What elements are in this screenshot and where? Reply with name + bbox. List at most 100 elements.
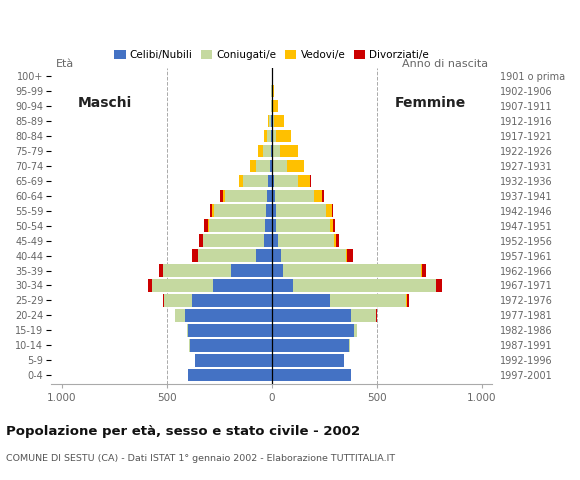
Bar (159, 264, 271, 276)
Bar (271, 219, 333, 232)
Bar (271, 204, 327, 217)
Bar (271, 250, 353, 262)
Bar (271, 339, 350, 351)
Bar (271, 294, 406, 307)
Bar (265, 219, 271, 232)
Text: Popolazione per età, sesso e stato civile - 2002: Popolazione per età, sesso e stato civil… (6, 425, 360, 438)
Bar (238, 175, 271, 187)
Bar (271, 144, 298, 157)
Bar (271, 234, 339, 247)
Bar (226, 190, 271, 202)
Bar (231, 264, 271, 276)
Bar (271, 250, 347, 262)
Bar (164, 294, 271, 307)
Bar (271, 100, 278, 112)
Bar (271, 354, 344, 367)
Bar (271, 309, 376, 322)
Bar (269, 175, 271, 187)
Bar (210, 204, 271, 217)
Bar (271, 175, 311, 187)
Bar (152, 279, 271, 292)
Bar (258, 144, 271, 157)
Bar (204, 234, 271, 247)
Bar (271, 204, 333, 217)
Bar (271, 144, 281, 157)
Bar (271, 159, 287, 172)
Bar (220, 190, 271, 202)
Bar (187, 324, 271, 336)
Bar (271, 204, 332, 217)
Text: Femmine: Femmine (394, 96, 466, 110)
Text: COMUNE DI SESTU (CA) - Dati ISTAT 1° gennaio 2002 - Elaborazione TUTTITALIA.IT: COMUNE DI SESTU (CA) - Dati ISTAT 1° gen… (6, 454, 395, 463)
Bar (271, 324, 357, 336)
Bar (271, 144, 273, 157)
Bar (175, 309, 271, 322)
Bar (271, 279, 293, 292)
Legend: Celibi/Nubili, Coniugati/e, Vedovi/e, Divorziati/e: Celibi/Nubili, Coniugati/e, Vedovi/e, Di… (110, 46, 433, 64)
Bar (187, 324, 271, 336)
Bar (271, 279, 436, 292)
Bar (271, 264, 422, 276)
Bar (271, 354, 344, 367)
Bar (271, 159, 304, 172)
Bar (165, 294, 271, 307)
Bar (271, 115, 284, 127)
Bar (165, 294, 271, 307)
Bar (264, 234, 271, 247)
Bar (204, 219, 271, 232)
Bar (271, 294, 409, 307)
Bar (186, 309, 271, 322)
Bar (263, 144, 271, 157)
Bar (175, 309, 271, 322)
Bar (148, 279, 271, 292)
Bar (271, 339, 349, 351)
Bar (198, 234, 271, 247)
Bar (270, 159, 271, 172)
Bar (267, 130, 271, 142)
Bar (271, 130, 291, 142)
Bar (271, 279, 436, 292)
Bar (271, 234, 277, 247)
Bar (271, 144, 298, 157)
Bar (212, 204, 271, 217)
Bar (189, 339, 271, 351)
Bar (209, 219, 271, 232)
Bar (271, 369, 351, 382)
Bar (208, 219, 271, 232)
Bar (250, 159, 271, 172)
Bar (187, 369, 271, 382)
Bar (266, 204, 271, 217)
Bar (198, 250, 271, 262)
Bar (195, 354, 271, 367)
Bar (271, 339, 350, 351)
Text: Anno di nascita: Anno di nascita (402, 59, 488, 69)
Bar (271, 219, 330, 232)
Bar (271, 354, 344, 367)
Bar (271, 279, 443, 292)
Text: Maschi: Maschi (78, 96, 132, 110)
Bar (256, 159, 271, 172)
Bar (271, 159, 304, 172)
Bar (271, 190, 324, 202)
Bar (269, 115, 271, 127)
Bar (239, 175, 271, 187)
Bar (271, 294, 407, 307)
Bar (271, 190, 314, 202)
Bar (271, 130, 291, 142)
Bar (213, 279, 271, 292)
Bar (271, 264, 426, 276)
Bar (271, 100, 278, 112)
Text: Età: Età (56, 59, 74, 69)
Bar (271, 175, 274, 187)
Bar (243, 175, 271, 187)
Bar (198, 250, 271, 262)
Bar (187, 369, 271, 382)
Bar (271, 175, 298, 187)
Bar (271, 309, 351, 322)
Bar (264, 130, 271, 142)
Bar (271, 369, 351, 382)
Bar (152, 279, 271, 292)
Bar (203, 234, 271, 247)
Bar (271, 219, 335, 232)
Bar (193, 250, 271, 262)
